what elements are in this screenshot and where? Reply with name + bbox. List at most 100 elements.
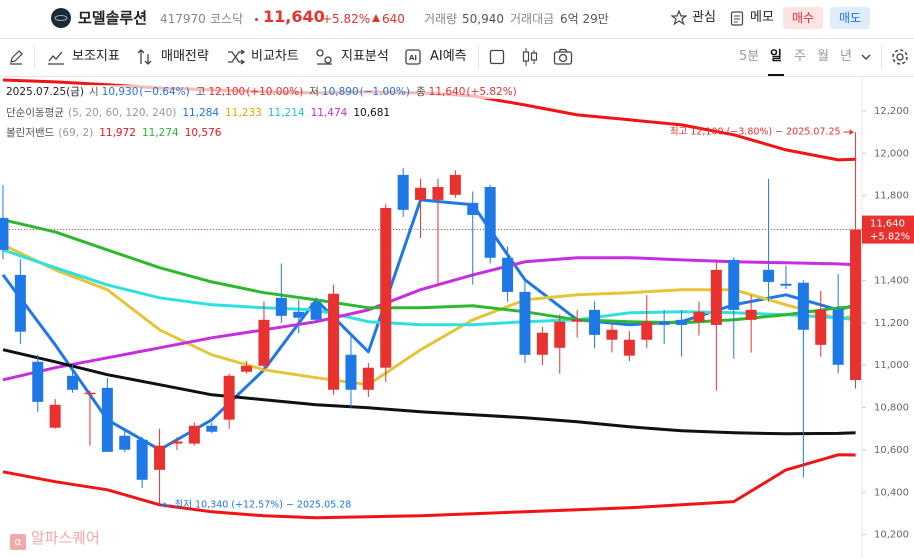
watch-button[interactable]: 관심 <box>692 10 716 25</box>
y-tick-label: 10,400 <box>874 487 909 498</box>
indicator-value: 10,681 <box>353 107 391 119</box>
indicator-icon[interactable] <box>47 49 65 65</box>
candle-body <box>571 319 583 322</box>
candle-body <box>206 425 218 432</box>
change-pct: +5.82% <box>322 12 371 26</box>
svg-text:AI: AI <box>409 54 417 62</box>
star-icon[interactable] <box>671 10 687 26</box>
candle-body <box>84 392 96 395</box>
compare-icon[interactable] <box>227 49 245 65</box>
candle-body <box>850 229 862 381</box>
info-value: 12,100 <box>208 86 246 98</box>
y-tick-label: 11,800 <box>874 191 909 202</box>
candle-body <box>641 321 653 340</box>
indicator-value: 11,274 <box>141 127 179 139</box>
indicator-line <box>2 348 856 436</box>
candle-body <box>188 425 200 444</box>
tool-button: 보조지표 <box>72 49 120 64</box>
y-tick-label: 11,000 <box>874 360 909 371</box>
period-button[interactable]: 년 <box>840 49 852 64</box>
candle-body <box>519 291 531 355</box>
candle-body <box>397 174 409 210</box>
amount-label: 거래대금 <box>510 12 555 26</box>
watermark-text: 알파스퀘어 <box>30 529 100 547</box>
amount: 6억 29만 <box>560 12 609 26</box>
volume: 50,940 <box>462 12 504 26</box>
period-button[interactable]: 주 <box>794 49 806 64</box>
tool-button: 지표분석 <box>341 49 389 64</box>
info-change: (−1.00%) <box>359 86 410 98</box>
candle-body <box>780 283 792 286</box>
candle-body <box>67 375 79 390</box>
candle-body <box>467 202 479 215</box>
candle-body <box>14 274 26 332</box>
candle-body <box>241 365 253 372</box>
candle-body <box>589 309 601 335</box>
indicator-line <box>2 453 856 520</box>
strategy-icon[interactable] <box>137 48 155 66</box>
candle-body <box>745 309 757 320</box>
market: 코스닥 <box>210 12 244 26</box>
period-button[interactable]: 일 <box>770 49 782 64</box>
indicator-value: 11,233 <box>225 107 262 119</box>
info-row: 볼린저밴드 (69, 2) 11,972 11,274 10,576 <box>6 126 228 140</box>
price: 11,640 <box>263 7 325 26</box>
buy-button[interactable]: 매수 <box>783 7 823 29</box>
candle-body <box>763 269 775 282</box>
period-button[interactable]: 5분 <box>739 49 760 64</box>
candle-body <box>606 329 618 340</box>
candle-body <box>536 332 548 355</box>
info-label: 종 <box>416 86 426 98</box>
analysis-icon[interactable] <box>315 48 333 66</box>
chevron-icon[interactable] <box>860 52 872 62</box>
y-tick-label: 11,400 <box>874 275 909 286</box>
candle-body <box>449 174 461 195</box>
y-tick-label: 10,200 <box>874 530 909 541</box>
info-label: 저 <box>309 86 319 98</box>
memo-icon[interactable] <box>730 10 744 26</box>
draw-icon[interactable] <box>8 49 24 65</box>
layout-icon[interactable] <box>489 49 505 65</box>
candle-body <box>415 187 427 200</box>
indicator-line <box>1 198 857 452</box>
y-tick-label: 11,200 <box>874 318 909 329</box>
candle-body <box>328 293 340 390</box>
candle-body <box>275 297 287 316</box>
period-button[interactable]: 월 <box>817 49 829 64</box>
camera-icon[interactable] <box>553 48 573 66</box>
plot <box>0 78 862 520</box>
settings-icon[interactable] <box>891 48 909 66</box>
indicator-value: 11,214 <box>267 107 305 119</box>
info-label: 시 <box>88 86 99 98</box>
info-value: 10,890 <box>321 86 359 98</box>
info-change: (+10.00%) <box>246 86 304 98</box>
candle-body <box>380 207 392 368</box>
arrow-head <box>849 129 854 136</box>
divider <box>478 46 479 68</box>
sell-button[interactable]: 매도 <box>830 7 870 29</box>
indicator-line <box>2 256 856 382</box>
candle-body <box>293 311 305 318</box>
ai-icon[interactable]: AI <box>404 48 422 66</box>
chart: 10,200 10,400 10,600 10,800 11,000 11,200 11,4… <box>0 77 914 558</box>
candle-body <box>258 319 270 366</box>
candle-body <box>693 311 705 322</box>
y-tick-label: 12,000 <box>874 148 909 159</box>
memo-button[interactable]: 메모 <box>750 10 774 25</box>
info-date: 2025.07.25(금) <box>6 86 84 98</box>
stock-code: 417970 <box>160 12 206 26</box>
divider <box>0 76 914 77</box>
period-underline <box>768 74 784 76</box>
candle-body <box>101 387 113 452</box>
divider <box>881 46 882 68</box>
candle-body <box>728 259 740 310</box>
candle-body <box>136 439 148 480</box>
indicator-line <box>2 248 856 327</box>
candle-body <box>623 339 635 356</box>
candle-icon[interactable] <box>521 47 539 67</box>
arrow-head <box>161 502 166 509</box>
price-tag-change: +5.82% <box>870 232 910 243</box>
candle-body <box>345 354 357 390</box>
indicator-name: 볼린저밴드 <box>6 127 55 139</box>
annotation: 최저 10,340 (+12.57%) − 2025.05.28 <box>175 500 352 511</box>
